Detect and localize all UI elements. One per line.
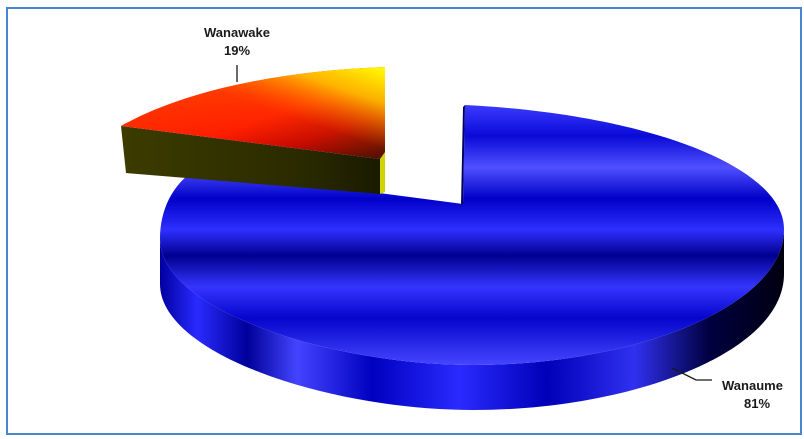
slice-wanawake-side (121, 126, 380, 194)
label-wanaume-name: Wanaume (722, 378, 783, 393)
slice-wanawake-shine (121, 67, 385, 159)
label-wanawake-name: Wanawake (204, 25, 270, 40)
slice-wanaume-cut (461, 105, 465, 206)
label-wanawake-value: 19% (224, 43, 250, 58)
leader-line-wanaume (671, 367, 712, 381)
label-wanaume-value: 81% (744, 396, 770, 411)
pie-chart: Wanawake 19% Wanaume 81% (121, 25, 784, 411)
slice-wanaume-side (160, 229, 784, 410)
chart-frame: Wanawake 19% Wanaume 81% (6, 7, 802, 435)
slice-wanawake-edge (380, 152, 385, 194)
slice-wanaume (160, 105, 784, 365)
